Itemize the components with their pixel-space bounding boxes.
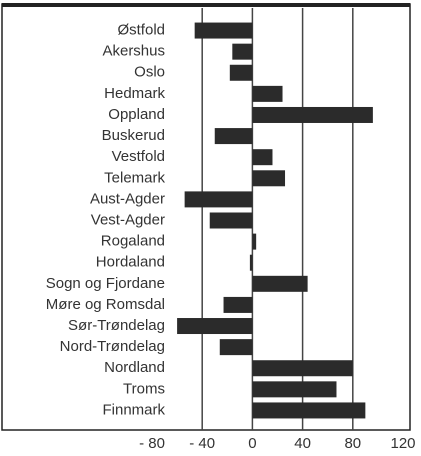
bar (249, 254, 253, 271)
bar (252, 106, 373, 123)
x-tick-label: 80 (344, 435, 361, 452)
category-label: Vest-Agder (91, 211, 165, 228)
bar (252, 170, 286, 187)
x-tick-label: 40 (294, 435, 311, 452)
bar (232, 43, 253, 60)
bar (214, 128, 253, 145)
category-label: Østfold (117, 22, 165, 39)
category-label: Akershus (102, 43, 165, 60)
category-label: Telemark (104, 169, 165, 186)
bar (177, 318, 253, 335)
bar (184, 191, 253, 208)
category-label: Troms (123, 380, 165, 397)
x-tick-label: - 40 (189, 435, 215, 452)
category-label: Buskerud (102, 127, 165, 144)
bar (223, 296, 253, 313)
bar (252, 360, 353, 377)
category-label: Oslo (134, 64, 165, 81)
bar (252, 149, 273, 166)
bar (252, 381, 337, 398)
category-label: Møre og Romsdal (46, 296, 165, 313)
x-tick-label: 0 (248, 435, 256, 452)
bar (194, 22, 253, 39)
category-label: Sør-Trøndelag (68, 317, 165, 334)
bar (219, 339, 253, 356)
x-tick-label: - 80 (139, 435, 165, 452)
category-label: Hordaland (96, 254, 165, 271)
bar (252, 85, 283, 102)
bar (229, 64, 253, 81)
category-label: Nord-Trøndelag (60, 338, 165, 355)
category-label: Vestfold (112, 148, 165, 165)
bar (209, 212, 253, 229)
x-tick-label: 120 (390, 435, 415, 452)
category-label: Rogaland (101, 233, 165, 250)
category-label: Nordland (104, 359, 165, 376)
category-label: Finnmark (102, 401, 165, 418)
category-label: Oppland (108, 106, 165, 123)
category-label: Aust-Agder (90, 190, 165, 207)
category-label: Sogn og Fjordane (46, 275, 165, 292)
bar (252, 275, 308, 292)
bar (252, 233, 257, 250)
category-label: Hedmark (104, 85, 165, 102)
bar (252, 402, 366, 419)
